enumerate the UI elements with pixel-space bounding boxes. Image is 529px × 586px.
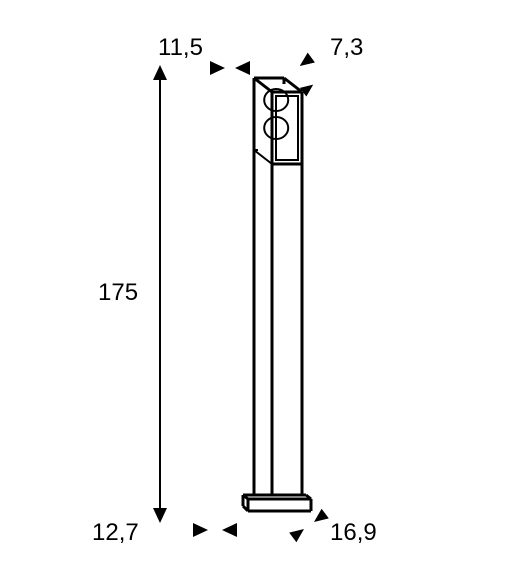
label-height: 175	[98, 279, 138, 306]
label-top-depth: 7,3	[330, 34, 363, 61]
dimension-drawing: 11,5 7,3 175 12,7 16,9	[0, 0, 529, 586]
label-top-width: 11,5	[158, 34, 203, 61]
label-base-depth: 16,9	[330, 519, 377, 546]
label-base-width: 12,7	[92, 519, 139, 546]
